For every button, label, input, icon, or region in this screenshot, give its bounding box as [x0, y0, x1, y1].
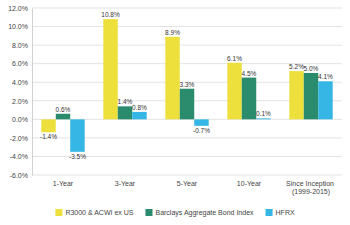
bar — [242, 78, 256, 120]
y-tick: 0.0% — [12, 116, 32, 123]
legend: R3000 & ACWI ex US Barclays Aggregate Bon… — [55, 209, 295, 217]
bar — [304, 73, 318, 119]
x-tick-label: 10-Year — [237, 180, 262, 187]
data-label: -3.5% — [69, 153, 86, 160]
legend-swatch — [145, 209, 152, 216]
bar — [165, 37, 179, 120]
data-label: 4.5% — [242, 70, 257, 77]
data-label: -1.4% — [40, 133, 57, 140]
bar — [132, 112, 146, 119]
y-tick-label: 2.0% — [12, 98, 28, 105]
x-tick-label: 3-Year — [115, 180, 136, 187]
plot-area: -6.0% -4.0% -2.0% 0.0% 2.0% 4.0% 6.0% 8.0% 10.0%… — [8, 5, 342, 196]
legend-label: R3000 & ACWI ex US — [65, 209, 133, 216]
bar — [227, 63, 241, 120]
data-label: 6.1% — [227, 55, 242, 62]
bar-series — [41, 19, 303, 132]
chart-svg: -6.0% -4.0% -2.0% 0.0% 2.0% 4.0% 6.0% 8.0% 10.0%… — [0, 0, 350, 225]
y-tick-label: 12.0% — [8, 5, 28, 12]
legend-item: R3000 & ACWI ex US — [55, 209, 133, 216]
y-tick: 6.0% — [12, 60, 32, 67]
legend-item: Barclays Aggregate Bond Index — [145, 209, 254, 217]
y-tick: 4.0% — [12, 79, 32, 86]
y-tick-label: 10.0% — [8, 23, 28, 30]
data-label: 5.0% — [304, 65, 319, 72]
data-label: 5.2% — [289, 63, 304, 70]
bar-series — [56, 73, 318, 119]
bars — [41, 19, 332, 152]
y-tick-label: -2.0% — [10, 135, 28, 142]
legend-item: HFRX — [266, 209, 295, 216]
y-tick-label: -4.0% — [10, 153, 28, 160]
bar — [194, 119, 208, 125]
x-tick-label: 5-Year — [177, 180, 198, 187]
y-tick: 2.0% — [12, 98, 32, 105]
grid-line — [32, 175, 342, 176]
data-labels: -1.4% 10.8% 8.9% 6.1% 5.2% 0.6% 1.4% 3.3% 4.5% 5.… — [40, 11, 333, 160]
bar — [289, 71, 303, 119]
data-label: 0.6% — [56, 106, 71, 113]
x-tick-label: 1-Year — [53, 180, 74, 187]
y-tick: -2.0% — [10, 135, 32, 142]
data-label: 0.1% — [256, 110, 271, 117]
bar — [70, 119, 84, 151]
y-axis: -6.0% -4.0% -2.0% 0.0% 2.0% 4.0% 6.0% 8.0% 10.0%… — [8, 5, 32, 179]
legend-label: HFRX — [276, 209, 295, 216]
grid — [32, 8, 342, 175]
y-tick: 12.0% — [8, 5, 32, 12]
data-label: 4.1% — [318, 73, 333, 80]
grid-line — [32, 8, 342, 9]
data-label: 8.9% — [165, 29, 180, 36]
y-tick-label: -6.0% — [10, 172, 28, 179]
bar — [180, 89, 194, 120]
chart-container: -6.0% -4.0% -2.0% 0.0% 2.0% 4.0% 6.0% 8.0% 10.0%… — [0, 0, 350, 225]
data-label: 1.4% — [118, 98, 133, 105]
bar — [118, 106, 132, 119]
legend-swatch — [55, 209, 62, 216]
y-tick: 10.0% — [8, 23, 32, 30]
bar — [56, 114, 70, 120]
data-label: -0.7% — [193, 127, 210, 134]
legend-label: Barclays Aggregate Bond Index — [155, 209, 254, 217]
legend-swatch — [266, 209, 273, 216]
y-tick: -6.0% — [10, 172, 32, 179]
bar — [103, 19, 117, 119]
data-label: 10.8% — [101, 11, 120, 18]
y-tick-label: 6.0% — [12, 60, 28, 67]
x-axis: 1-Year 3-Year 5-Year 10-Year Since Inception… — [53, 180, 336, 196]
y-tick-label: 8.0% — [12, 42, 28, 49]
bar — [318, 81, 332, 119]
grid-line — [32, 26, 342, 27]
y-tick: 8.0% — [12, 42, 32, 49]
bar — [256, 118, 270, 120]
y-tick-label: 0.0% — [12, 116, 28, 123]
bar — [41, 119, 55, 132]
data-label: 3.3% — [180, 81, 195, 88]
y-tick-label: 4.0% — [12, 79, 28, 86]
y-tick: -4.0% — [10, 153, 32, 160]
bar-series — [70, 81, 332, 152]
x-tick-label: Since Inception (1999-2015) — [286, 180, 336, 196]
grid-line — [32, 45, 342, 46]
data-label: 0.8% — [132, 104, 147, 111]
y-axis-line — [32, 9, 33, 176]
